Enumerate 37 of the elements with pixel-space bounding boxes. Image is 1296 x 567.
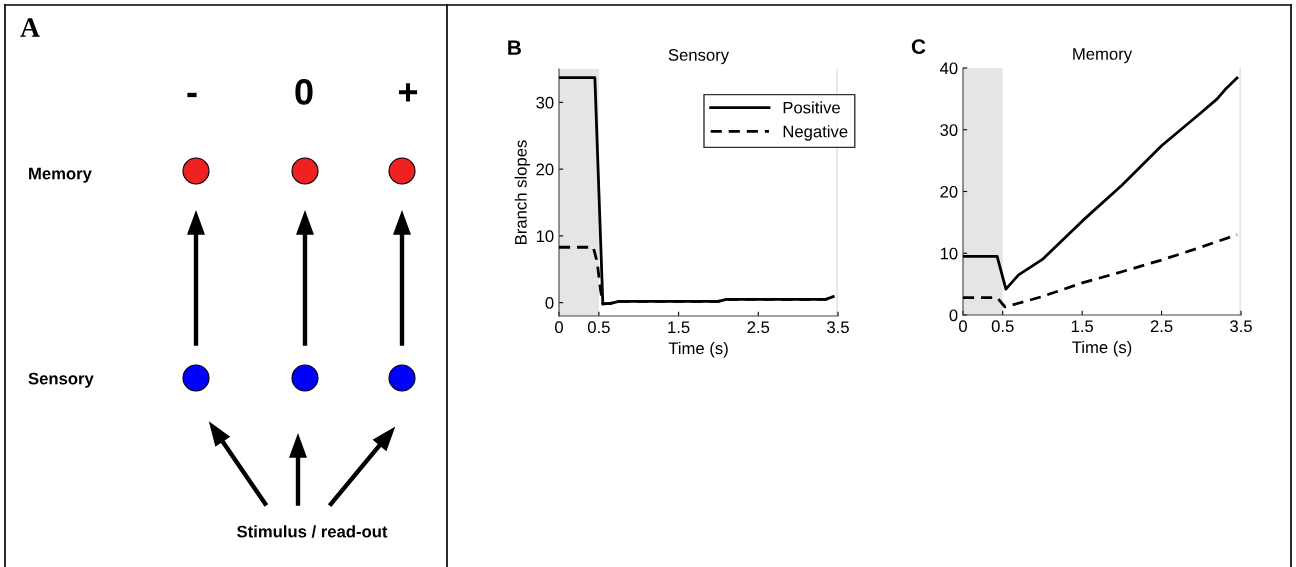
x-tick-label: 1.5	[1071, 320, 1094, 333]
text: 0	[295, 79, 313, 105]
chart-title: Memory	[1073, 48, 1133, 64]
text: Memory	[29, 167, 92, 183]
y-tick-label: 30	[536, 96, 554, 109]
text: B	[508, 40, 521, 55]
text: A	[20, 18, 40, 37]
x-tick-label: 0.5	[991, 320, 1014, 333]
text: -	[187, 92, 197, 98]
line-series	[963, 233, 1239, 309]
chart-title: Sensory	[668, 49, 730, 65]
x-tick-label: 1.5	[668, 321, 690, 334]
y-axis-title: Branch slopes	[514, 140, 531, 244]
legend-label: Negative	[783, 125, 848, 141]
y-tick-label: 20	[536, 163, 554, 176]
y-tick-label: 30	[940, 124, 958, 136]
y-tick-label: 10	[940, 247, 958, 260]
x-tick-label: 0	[555, 321, 563, 334]
line-series	[963, 76, 1239, 291]
x-tick-label: 2.5	[747, 321, 770, 334]
x-tick-label: 3.5	[1230, 320, 1252, 333]
x-tick-label: 3.5	[827, 321, 849, 334]
y-tick-label: 0	[545, 297, 554, 309]
y-tick-label: 10	[536, 230, 554, 243]
x-axis-title: Time (s)	[668, 341, 728, 358]
x-axis-title: Time (s)	[1072, 340, 1132, 357]
x-tick-label: 2.5	[1150, 320, 1173, 333]
x-tick-label: 0	[959, 320, 967, 333]
text: Sensory	[28, 372, 94, 388]
text: C	[911, 39, 926, 54]
text: Stimulus / read-out	[237, 525, 388, 538]
y-tick-label: 20	[940, 185, 958, 198]
legend-label: Positive	[783, 101, 840, 114]
y-tick-label: 40	[939, 62, 958, 75]
text: +	[398, 83, 418, 102]
y-tick-label: 0	[949, 309, 958, 322]
x-tick-label: 0.5	[587, 321, 610, 334]
